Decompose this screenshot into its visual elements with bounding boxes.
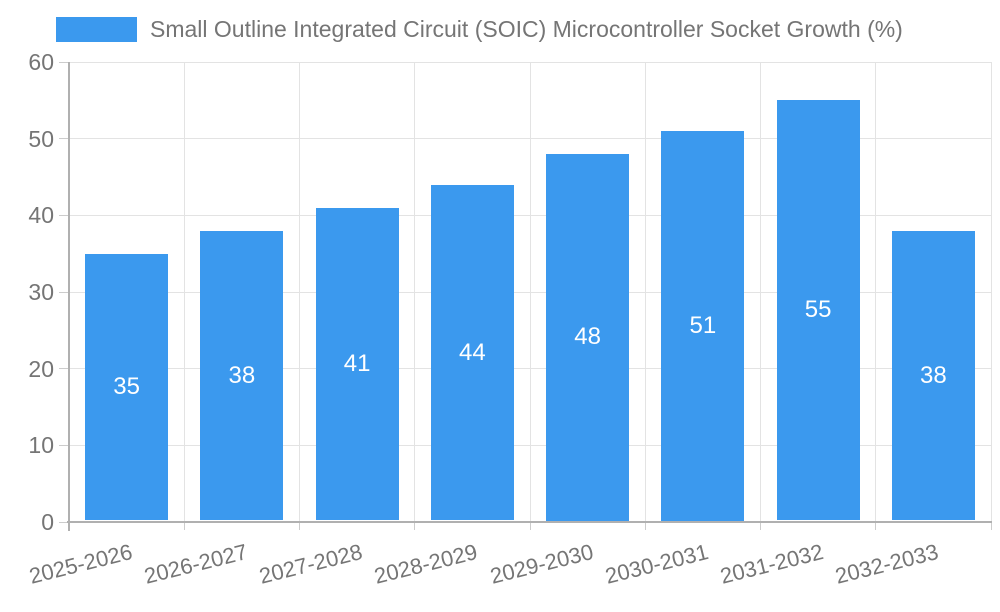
y-tick-label: 60 [28, 49, 54, 75]
bar-2027-2028[interactable]: 41 [315, 207, 399, 521]
x-gridline [529, 62, 531, 522]
x-axis-line [67, 520, 992, 523]
x-gridline [299, 62, 300, 522]
x-gridline [414, 62, 416, 522]
bar-2030-2031[interactable]: 51 [661, 131, 745, 521]
x-tick [414, 522, 416, 530]
bar-2025-2026[interactable]: 35 [85, 253, 169, 521]
y-tick [59, 444, 69, 446]
bar-value-label: 44 [459, 338, 486, 366]
x-gridline [644, 62, 646, 522]
y-tick-label: 20 [28, 355, 54, 382]
y-tick-label: 10 [28, 432, 54, 459]
x-tick [875, 522, 877, 530]
y-tick-label: 30 [28, 279, 54, 305]
y-tick [59, 521, 69, 523]
bar-2026-2027[interactable]: 38 [200, 230, 284, 521]
x-tick [990, 522, 992, 530]
x-tick [299, 522, 300, 530]
bar-2029-2030[interactable]: 48 [546, 154, 630, 521]
bar-2028-2029[interactable]: 44 [430, 184, 514, 521]
y-tick [59, 291, 69, 293]
y-tick [59, 138, 69, 140]
bar-value-label: 38 [228, 361, 256, 389]
y-tick-label: 40 [28, 202, 54, 229]
x-tick [183, 522, 185, 530]
y-tick [59, 368, 69, 370]
bar-value-label: 41 [343, 350, 371, 378]
bar-2031-2032[interactable]: 55 [776, 100, 860, 521]
bar-2032-2033[interactable]: 38 [891, 230, 975, 521]
bar-value-label: 35 [113, 373, 140, 401]
x-tick [760, 522, 761, 530]
bar-value-label: 38 [920, 361, 947, 389]
x-gridline [990, 62, 992, 522]
bar-value-label: 48 [574, 323, 601, 351]
bar-value-label: 55 [804, 296, 832, 324]
x-gridline [875, 62, 877, 522]
legend-swatch [56, 17, 137, 42]
y-tick [59, 61, 69, 63]
y-tick-label: 0 [41, 509, 54, 535]
legend-item[interactable]: Small Outline Integrated Circuit (SOIC) … [56, 16, 903, 43]
x-tick [529, 522, 531, 530]
y-tick [59, 214, 69, 216]
legend-label: Small Outline Integrated Circuit (SOIC) … [150, 16, 903, 42]
bar-value-label: 51 [689, 311, 717, 339]
x-gridline [760, 62, 761, 522]
y-tick-label: 50 [28, 125, 54, 152]
y-axis-line [67, 62, 70, 531]
x-gridline [183, 62, 185, 522]
x-tick [644, 522, 646, 530]
